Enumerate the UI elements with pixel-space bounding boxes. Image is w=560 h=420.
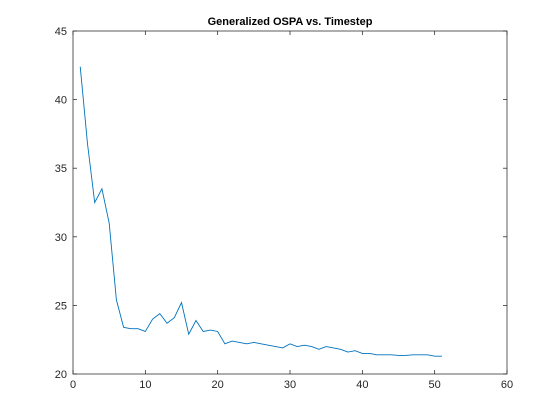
x-tick-label: 10	[139, 379, 151, 391]
axis-ticks: 0 10 20 30 40 50 60 20 25 30 35 40 45	[55, 26, 513, 391]
y-tick-label: 20	[55, 369, 67, 381]
x-tick-label: 60	[501, 379, 513, 391]
y-tick-label: 40	[55, 95, 67, 107]
y-tick-label: 35	[55, 163, 67, 175]
y-tick-label: 25	[55, 300, 67, 312]
y-tick-label: 30	[55, 232, 67, 244]
x-tick-label: 50	[429, 379, 441, 391]
x-tick-label: 0	[70, 379, 76, 391]
series-layer	[79, 66, 442, 357]
plot-frame	[72, 30, 508, 375]
y-tick-label: 45	[55, 26, 67, 38]
x-tick-label: 20	[212, 379, 224, 391]
x-tick-label: 30	[284, 379, 296, 391]
chart-title: Generalized OSPA vs. Timestep	[208, 16, 373, 28]
series-line	[79, 66, 442, 357]
plot-area	[73, 31, 507, 374]
x-tick-label: 40	[356, 379, 368, 391]
